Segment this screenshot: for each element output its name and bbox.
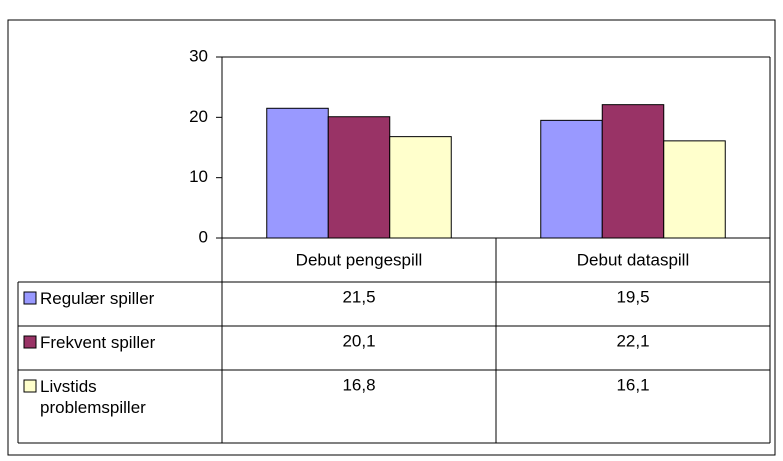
y-tick-label: 30: [189, 46, 208, 65]
value-label: 16,1: [616, 375, 649, 394]
bar: [327, 116, 391, 239]
legend-swatch: [23, 291, 37, 305]
value-label: 21,5: [342, 287, 375, 306]
bar: [663, 140, 726, 239]
y-tick-label: 0: [199, 227, 208, 246]
legend-label: Frekvent spiller: [40, 333, 156, 352]
bar: [266, 107, 329, 239]
y-tick-label: 10: [189, 167, 208, 186]
legend-swatch: [23, 379, 37, 393]
value-label: 22,1: [616, 331, 649, 350]
x-tick-label: Debut dataspill: [577, 250, 689, 269]
frame: [7, 19, 776, 456]
bar: [540, 119, 603, 239]
x-tick-label: Debut pengespill: [296, 250, 423, 269]
bar: [601, 104, 665, 239]
value-label: 16,8: [342, 375, 375, 394]
legend-label: Livstids problemspiller: [40, 377, 146, 417]
value-label: 20,1: [342, 331, 375, 350]
bar: [389, 136, 452, 239]
y-tick-label: 20: [189, 107, 208, 126]
value-label: 19,5: [616, 287, 649, 306]
legend-swatch: [23, 335, 37, 349]
legend-label: Regulær spiller: [40, 289, 155, 308]
